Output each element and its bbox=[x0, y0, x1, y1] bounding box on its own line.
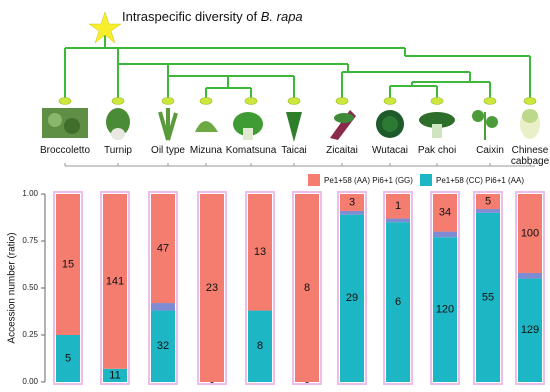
x-tick-label: Chinese cabbage bbox=[510, 145, 550, 167]
tree bbox=[64, 30, 531, 100]
bar-segment bbox=[386, 218, 410, 223]
bar-segment bbox=[248, 194, 272, 311]
data-label: 15 bbox=[62, 258, 74, 270]
data-label: 32 bbox=[157, 340, 169, 352]
bar-segment bbox=[386, 222, 410, 382]
plant-images bbox=[42, 108, 540, 142]
y-tick-label: 1.00 bbox=[22, 189, 38, 198]
y-axis-label: Accession number (ratio) bbox=[7, 232, 18, 343]
bar-segment bbox=[103, 194, 127, 369]
x-tick-label: Caixin bbox=[476, 145, 504, 156]
legend-label: Pe1+58 (CC) Pi6+1 (AA) bbox=[436, 176, 524, 185]
bar-segment bbox=[518, 278, 542, 382]
bar-outline bbox=[292, 191, 322, 385]
bar-outline bbox=[337, 191, 367, 385]
bar-segment bbox=[295, 194, 319, 382]
tree-title-species: B. rapa bbox=[261, 9, 303, 24]
bar-segment bbox=[476, 194, 500, 210]
tree-nodes bbox=[58, 97, 537, 105]
x-tick-label: Broccoletto bbox=[39, 145, 91, 156]
bar-segment bbox=[518, 272, 542, 279]
tree-title: Intraspecific diversity of B. rapa bbox=[122, 9, 303, 24]
tree-title-text: Intraspecific diversity of bbox=[122, 9, 257, 24]
bar-outline bbox=[100, 191, 130, 385]
bar-segment bbox=[151, 303, 175, 311]
y-tick-label: 0.25 bbox=[22, 330, 38, 339]
data-label: 129 bbox=[521, 324, 539, 336]
bar-segment bbox=[103, 368, 127, 382]
x-tick-label: Taicai bbox=[281, 145, 307, 156]
bar-outline bbox=[245, 191, 275, 385]
x-tick-label: Wutacai bbox=[372, 145, 408, 156]
x-tick-label: Komatsuna bbox=[225, 145, 277, 156]
legend-swatch bbox=[308, 174, 320, 186]
data-label: 34 bbox=[439, 207, 451, 219]
data-label: 6 bbox=[395, 296, 401, 308]
bar-segment bbox=[386, 194, 410, 219]
bar-segment bbox=[433, 237, 457, 382]
data-label: 5 bbox=[485, 195, 491, 207]
x-tick-label: Zicaitai bbox=[326, 145, 358, 156]
data-label: 120 bbox=[436, 304, 454, 316]
bar-segment bbox=[56, 335, 80, 382]
legend-swatch bbox=[420, 174, 432, 186]
data-label: 100 bbox=[521, 227, 539, 239]
bar-segment bbox=[56, 194, 80, 335]
bar-outline bbox=[515, 191, 545, 385]
y-tick-label: 0.75 bbox=[22, 236, 38, 245]
data-label: 55 bbox=[482, 291, 494, 303]
bar-segment bbox=[433, 194, 457, 232]
bar-segment bbox=[340, 210, 364, 215]
data-label: 13 bbox=[254, 246, 266, 258]
bar-outline bbox=[430, 191, 460, 385]
bar-segment bbox=[151, 194, 175, 304]
y-tick-label: 0.50 bbox=[22, 283, 38, 292]
bar-segment bbox=[433, 231, 457, 238]
bar-outline bbox=[148, 191, 178, 385]
data-label: 11 bbox=[109, 369, 120, 381]
bar-outline bbox=[383, 191, 413, 385]
y-tick-label: 0.00 bbox=[22, 377, 38, 386]
bar-outline bbox=[53, 191, 83, 385]
bar-segment bbox=[151, 310, 175, 382]
x-tick-label: Turnip bbox=[104, 145, 132, 156]
bar-segment bbox=[518, 194, 542, 273]
data-label: 3 bbox=[349, 196, 355, 208]
bar-outline bbox=[197, 191, 227, 385]
data-label: 23 bbox=[206, 282, 218, 294]
bar-segment bbox=[476, 212, 500, 382]
data-label: 47 bbox=[157, 242, 169, 254]
data-label: 1 bbox=[395, 200, 401, 212]
star-icon bbox=[88, 11, 122, 44]
bar-segment bbox=[248, 310, 272, 382]
data-label: 8 bbox=[304, 282, 310, 294]
x-tick-label: Oil type bbox=[151, 145, 185, 156]
bar-outline bbox=[473, 191, 503, 385]
x-tick-label: Mizuna bbox=[189, 145, 223, 156]
x-tick-label: Pak choi bbox=[417, 145, 457, 156]
data-label: 5 bbox=[65, 352, 71, 364]
bar-segment bbox=[340, 214, 364, 382]
data-label: 141 bbox=[106, 275, 124, 287]
data-label: 29 bbox=[346, 292, 358, 304]
legend-label: Pe1+58 (AA) Pi6+1 (GG) bbox=[324, 176, 413, 185]
data-label: 8 bbox=[257, 340, 263, 352]
bar-segment bbox=[200, 194, 224, 382]
bar-segment bbox=[340, 194, 364, 211]
bar-segment bbox=[476, 209, 500, 213]
